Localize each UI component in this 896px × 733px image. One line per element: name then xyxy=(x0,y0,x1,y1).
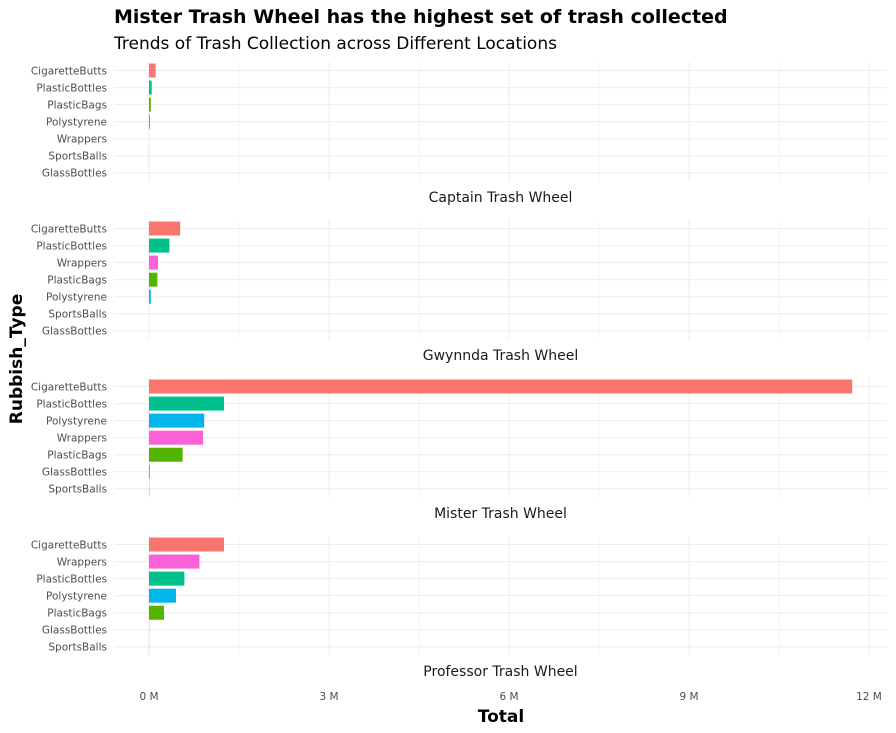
y-tick-label: Wrappers xyxy=(57,556,107,568)
x-tick-label: 3 M xyxy=(319,691,338,703)
bar xyxy=(149,379,853,394)
y-tick-label: Polystyrene xyxy=(46,590,107,602)
x-axis-title: Total xyxy=(478,707,524,727)
y-tick-label: GlassBottles xyxy=(42,625,107,637)
y-tick-label: GlassBottles xyxy=(42,168,107,180)
y-tick-label: SportsBalls xyxy=(48,309,107,321)
x-tick-label: 6 M xyxy=(499,691,518,703)
x-tick-label: 9 M xyxy=(679,691,698,703)
bar xyxy=(149,430,203,445)
facet-strip-label: Captain Trash Wheel xyxy=(429,190,573,206)
bar xyxy=(149,114,150,129)
bar xyxy=(149,289,151,304)
facet-panel: CigaretteButts PlasticBottles Wrappers Plas… xyxy=(31,220,887,364)
bar xyxy=(149,97,151,112)
bar xyxy=(149,571,185,586)
facet-strip-label: Gwynnda Trash Wheel xyxy=(423,348,579,364)
y-tick-label: GlassBottles xyxy=(42,326,107,338)
y-tick-label: PlasticBags xyxy=(47,608,107,620)
y-tick-label: CigaretteButts xyxy=(31,65,107,77)
y-tick-label: Wrappers xyxy=(57,432,107,444)
facet-strip-label: Mister Trash Wheel xyxy=(434,506,567,522)
chart-title: Mister Trash Wheel has the highest set o… xyxy=(114,6,728,28)
y-tick-label: PlasticBags xyxy=(47,274,107,286)
bar xyxy=(149,80,152,95)
y-tick-label: SportsBalls xyxy=(48,642,107,654)
y-tick-label: Polystyrene xyxy=(46,415,107,427)
facet-panel: CigaretteButts PlasticBottles PlasticBags P… xyxy=(31,62,887,206)
y-tick-label: Wrappers xyxy=(57,257,107,269)
y-tick-label: PlasticBottles xyxy=(36,240,107,252)
bar xyxy=(149,272,158,287)
y-tick-label: GlassBottles xyxy=(42,467,107,479)
bar xyxy=(149,464,150,479)
facet-panels: CigaretteButts PlasticBottles PlasticBags P… xyxy=(31,62,887,680)
x-tick-label: 12 M xyxy=(856,691,882,703)
x-axis: 0 M 3 M 6 M 9 M 12 M xyxy=(139,691,881,703)
facet-panel: CigaretteButts PlasticBottles Polystyrene W… xyxy=(31,378,887,522)
y-tick-label: PlasticBottles xyxy=(36,398,107,410)
x-tick-label: 0 M xyxy=(139,691,158,703)
y-tick-label: PlasticBags xyxy=(47,99,107,111)
bar xyxy=(149,605,164,620)
bar xyxy=(149,537,224,552)
chart-subtitle: Trends of Trash Collection across Differ… xyxy=(113,34,557,54)
y-tick-label: Wrappers xyxy=(57,134,107,146)
y-tick-label: PlasticBags xyxy=(47,450,107,462)
bar xyxy=(149,255,158,270)
facet-strip-label: Professor Trash Wheel xyxy=(423,664,577,680)
y-tick-label: SportsBalls xyxy=(48,484,107,496)
y-tick-label: PlasticBottles xyxy=(36,82,107,94)
bar xyxy=(149,238,170,253)
bar xyxy=(149,554,200,569)
bar xyxy=(149,396,224,411)
y-tick-label: Polystyrene xyxy=(46,292,107,304)
bar xyxy=(149,447,183,462)
y-tick-label: CigaretteButts xyxy=(31,381,107,393)
bar xyxy=(149,63,156,78)
bar xyxy=(149,221,181,236)
y-tick-label: Polystyrene xyxy=(46,116,107,128)
y-axis-title: Rubbish_Type xyxy=(7,294,27,424)
bar xyxy=(149,588,176,603)
y-tick-label: SportsBalls xyxy=(48,151,107,163)
y-tick-label: PlasticBottles xyxy=(36,573,107,585)
y-tick-label: CigaretteButts xyxy=(31,223,107,235)
y-tick-label: CigaretteButts xyxy=(31,539,107,551)
facet-panel: CigaretteButts Wrappers PlasticBottles Poly… xyxy=(31,536,887,680)
bar xyxy=(149,413,205,428)
